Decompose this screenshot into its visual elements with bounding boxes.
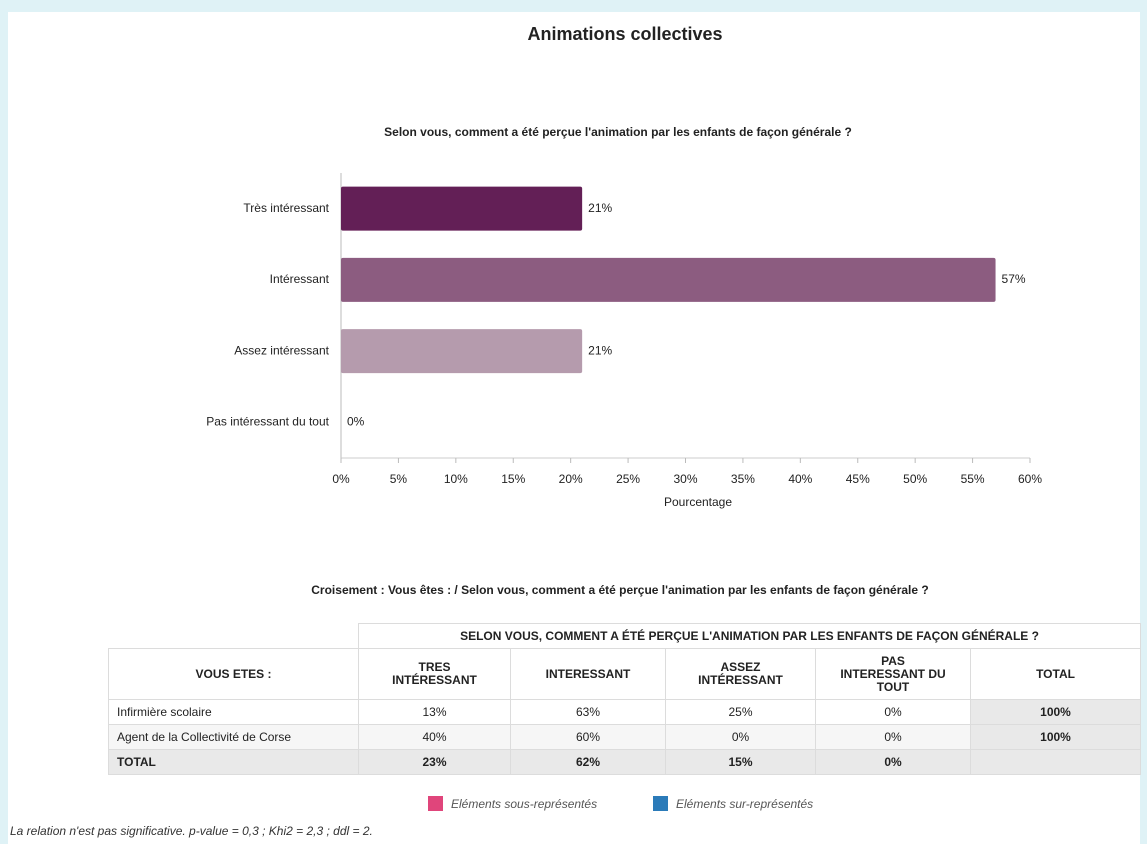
row-label: Infirmière scolaire [108,699,359,725]
x-tick-label: 40% [788,472,812,486]
legend-swatch [653,796,668,811]
x-tick-label: 45% [846,472,870,486]
cell: 13% [358,699,511,725]
cell: 0% [815,749,971,775]
value-label: 57% [1002,272,1026,286]
row-label: Agent de la Collectivité de Corse [108,724,359,750]
note: La relation n'est pas significative. p-v… [10,824,373,838]
y-tick-label: Pas intéressant du tout [206,415,329,429]
bar [341,329,583,374]
x-tick-label: 30% [673,472,697,486]
legend-item: Eléments sous-représentés [428,796,597,811]
x-tick-label: 35% [731,472,755,486]
x-tick-label: 0% [332,472,350,486]
group-header: SELON VOUS, COMMENT A ÉTÉ PERÇUE L'ANIMA… [357,623,1142,649]
row-label: TOTAL [108,749,359,775]
cell [969,749,1142,775]
column-header: PAS INTERESSANT DU TOUT [815,648,971,700]
cell: 0% [815,724,971,750]
x-tick-label: 10% [444,472,468,486]
column-header-text: TRES INTÉRESSANT [392,660,477,687]
column-header: TOTAL [969,648,1142,700]
y-tick-label: Très intéressant [243,201,329,215]
column-header-text: PAS INTERESSANT DU TOUT [840,653,946,694]
legend-label: Eléments sur-représentés [676,796,814,811]
cell: 100% [969,724,1142,750]
column-header-text: INTERESSANT [545,667,631,681]
column-header-text: TOTAL [1036,667,1075,681]
cell: 0% [665,724,816,750]
column-header: TRES INTÉRESSANT [358,648,511,700]
cell: 60% [510,724,666,750]
crosstab: SELON VOUS, COMMENT A ÉTÉ PERÇUE L'ANIMA… [108,623,1142,775]
bar [341,257,996,302]
x-tick-label: 25% [616,472,640,486]
page-title: Animations collectives [527,24,722,44]
cell: 40% [358,724,511,750]
x-tick-label: 15% [501,472,525,486]
value-label: 0% [347,415,365,429]
x-tick-label: 50% [903,472,927,486]
y-tick-label: Intéressant [270,272,330,286]
legend-item: Eléments sur-représentés [653,796,813,811]
table-row: TOTAL 23% 62% 15% 0% [108,749,1142,775]
table-title: Croisement : Vous êtes : / Selon vous, c… [311,583,928,597]
header-row: SELON VOUS, COMMENT A ÉTÉ PERÇUE L'ANIMA… [108,623,1142,649]
x-axis-label: Pourcentage [664,495,732,509]
x-tick-label: 5% [390,472,408,486]
x-tick-label: 55% [961,472,985,486]
x-tick-label: 60% [1018,472,1042,486]
value-label: 21% [588,343,612,357]
cell: 23% [358,749,511,775]
table-row: Infirmière scolaire 13% 63% 25% 0% 100% [108,699,1142,725]
header-row: VOUS ETES : TRES INTÉRESSANT INTERESSANT AS… [108,648,1142,700]
cell: 0% [815,699,971,725]
row-header: VOUS ETES : [108,648,359,700]
chart-title: Selon vous, comment a été perçue l'anima… [384,125,852,139]
cell: 25% [665,699,816,725]
column-header: INTERESSANT [510,648,666,700]
bar [341,186,583,231]
x-tick-label: 20% [559,472,583,486]
cell: 100% [969,699,1142,725]
corner [108,623,359,649]
y-tick-label: Assez intéressant [234,343,329,357]
cell: 62% [510,749,666,775]
column-header: ASSEZ INTÉRESSANT [665,648,816,700]
legend-label: Eléments sous-représentés [451,796,598,811]
value-label: 21% [588,201,612,215]
table-row: Agent de la Collectivité de Corse 40% 60% 0… [108,724,1142,750]
cell: 63% [510,699,666,725]
column-header-text: ASSEZ INTÉRESSANT [698,660,783,687]
cell: 15% [665,749,816,775]
legend-swatch [428,796,443,811]
